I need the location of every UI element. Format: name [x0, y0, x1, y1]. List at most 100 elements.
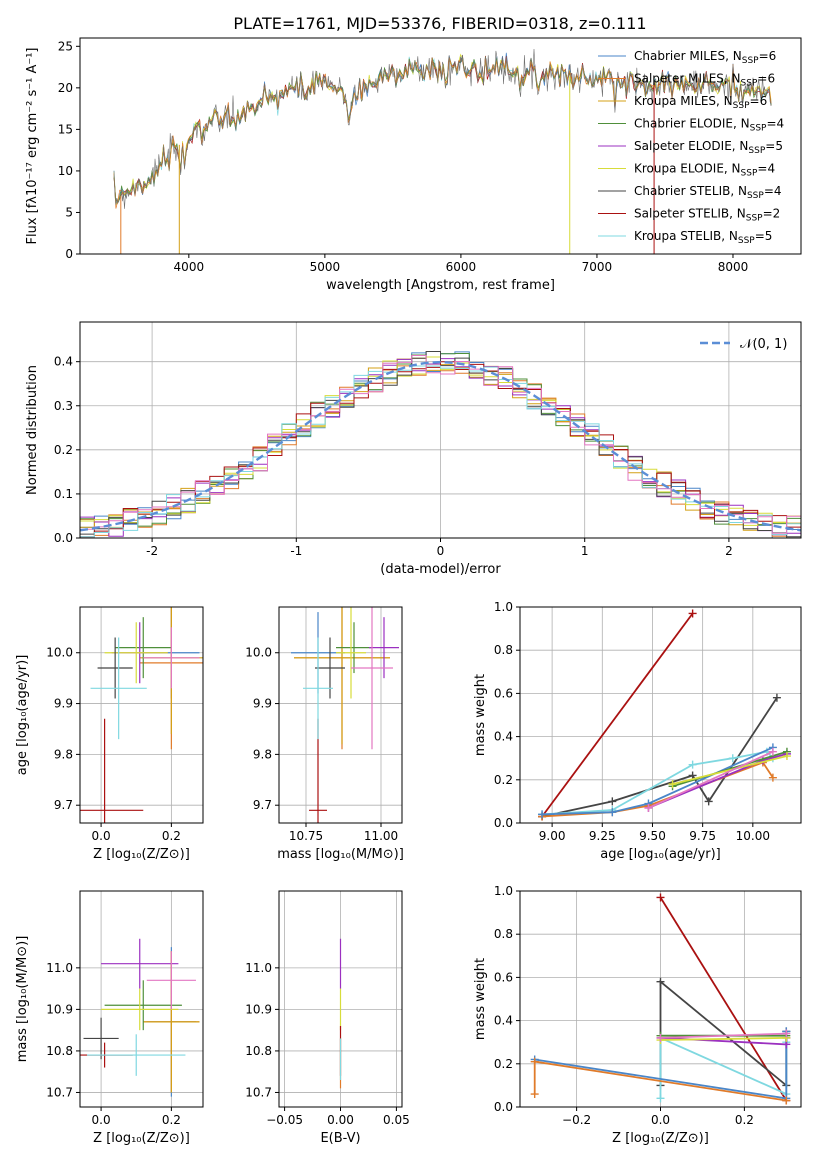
y-tick-label: 9.7	[253, 798, 272, 812]
y-tick-label: 0.6	[494, 686, 513, 700]
y-tick-label: 15	[58, 122, 73, 136]
legend-entry: Salpeter MILES, NSSP=6	[634, 72, 775, 89]
x-axis-label: wavelength [Angstrom, rest frame]	[326, 278, 555, 293]
weight-marker	[782, 1096, 791, 1105]
x-tick-label: 1	[581, 544, 589, 558]
y-tick-label: 0.1	[54, 487, 73, 501]
legend-entry: Chabrier STELIB, NSSP=4	[634, 184, 782, 201]
x-axis-label: Z [log₁₀(Z/Z⊙)]	[93, 847, 190, 862]
weight-marker	[530, 1090, 539, 1099]
x-tick-label: 4000	[174, 260, 205, 274]
weight-marker	[688, 760, 697, 769]
axes-frame	[79, 37, 802, 255]
weight-marker	[644, 803, 653, 812]
weight-series	[660, 1032, 787, 1039]
weight-marker	[768, 747, 777, 756]
weight-marker	[772, 693, 781, 702]
x-tick-label: -2	[146, 544, 158, 558]
y-tick-label: 1.0	[494, 600, 513, 614]
y-tick-label: 0.3	[54, 399, 73, 413]
x-tick-label: 10.00	[736, 829, 770, 843]
y-tick-label: 0.8	[494, 643, 513, 657]
x-tick-label: 9.00	[539, 829, 566, 843]
weight-marker	[608, 808, 617, 817]
legend-entry: Kroupa ELODIE, NSSP=4	[634, 162, 775, 179]
x-axis-label: Z [log₁₀(Z/Z⊙)]	[612, 1131, 709, 1146]
y-axis-label: Flux [fλ10⁻¹⁷ erg cm⁻² s⁻¹ A⁻¹]	[25, 48, 40, 245]
weight-marker	[656, 1033, 665, 1042]
weight-marker	[608, 797, 617, 806]
y-tick-label: 10.8	[245, 1044, 272, 1058]
y-tick-label: 0.0	[54, 531, 73, 545]
x-axis-label: E(B-V)	[320, 1131, 360, 1146]
plot-area	[291, 607, 399, 823]
x-tick-label: 9.50	[639, 829, 666, 843]
panel-age_vs_Z: 0.0 0.2 9.7 9.8 9.9 10.0 Z [log₁₀(Z/Z⊙)] age [l…	[15, 606, 204, 862]
x-tick-label: 0.00	[327, 1113, 354, 1127]
x-axis-label: Z [log₁₀(Z/Z⊙)]	[93, 1131, 190, 1146]
weight-series	[541, 612, 694, 818]
y-axis-label: age [log₁₀(age/yr)]	[15, 655, 30, 776]
x-tick-label: 0.0	[651, 1113, 670, 1127]
legend-entry: Chabrier ELODIE, NSSP=4	[634, 117, 784, 134]
plot-area	[538, 609, 791, 821]
x-tick-label: 0	[437, 544, 445, 558]
x-axis-label: (data-model)/error	[380, 562, 501, 577]
y-tick-label: 10.0	[245, 646, 272, 660]
weight-series	[659, 897, 788, 1101]
y-tick-label: 0.2	[494, 1057, 513, 1071]
x-tick-label: 0.2	[162, 1113, 181, 1127]
y-tick-label: 10.7	[245, 1085, 272, 1099]
weight-marker	[538, 810, 547, 819]
spectrum-legend: Chabrier MILES, NSSP=6 Salpeter MILES, NS…	[598, 49, 784, 246]
panel-mass_vs_ebv: −0.05 0.00 0.05 10.7 10.8 10.9 11.0 E(B-V)	[245, 890, 410, 1146]
x-tick-label: 0.2	[162, 829, 181, 843]
y-tick-label: 10.0	[46, 646, 73, 660]
y-tick-label: 0.8	[494, 927, 513, 941]
y-tick-label: 0.2	[54, 443, 73, 457]
y-tick-label: 20	[58, 81, 73, 95]
y-axis-label: mass weight	[473, 958, 488, 1040]
weight-series	[648, 750, 774, 809]
x-tick-label: 8000	[718, 260, 749, 274]
y-tick-label: 0.4	[494, 1014, 513, 1028]
x-tick-label: -1	[290, 544, 302, 558]
plot-area	[80, 938, 200, 1097]
spectrum-data-line	[113, 48, 772, 209]
y-axis-label: mass weight	[473, 674, 488, 756]
histogram-series	[80, 365, 801, 538]
weight-marker	[782, 1029, 791, 1038]
panel-weight_vs_age: 9.00 9.25 9.50 9.75 10.00 0.0 0.2 0.4 0.6 0.8 1.0 a…	[473, 600, 802, 862]
y-tick-label: 0.0	[494, 816, 513, 830]
y-tick-label: 0.4	[494, 730, 513, 744]
y-tick-label: 11.0	[245, 961, 272, 975]
plot-area	[530, 893, 791, 1105]
x-axis-label: mass [log₁₀(M/M⊙)]	[277, 847, 404, 862]
y-tick-label: 11.0	[46, 961, 73, 975]
y-tick-label: 9.8	[54, 747, 73, 761]
legend-entry: Salpeter STELIB, NSSP=2	[634, 207, 780, 224]
y-tick-label: 0.2	[494, 773, 513, 787]
y-tick-label: 1.0	[494, 884, 513, 898]
x-axis-label: age [log₁₀(age/yr)]	[600, 847, 721, 862]
x-tick-label: 0.0	[92, 829, 111, 843]
panel-weight_vs_Z: −0.2 0.0 0.2 0.0 0.2 0.4 0.6 0.8 1.0 Z [log₁₀(Z/Z…	[473, 884, 802, 1146]
gaussian-curve	[80, 360, 801, 532]
legend-entry: Chabrier MILES, NSSP=6	[634, 49, 776, 66]
x-tick-label: 10.75	[289, 829, 323, 843]
y-tick-label: 10	[58, 164, 73, 178]
histogram-series	[80, 355, 801, 538]
y-tick-label: 0.4	[54, 355, 73, 369]
y-tick-label: 0	[65, 247, 73, 261]
axes-frame	[278, 606, 403, 824]
y-tick-label: 9.7	[54, 798, 73, 812]
axes-frame	[79, 890, 204, 1108]
y-tick-label: 9.9	[253, 697, 272, 711]
y-tick-label: 10.9	[46, 1002, 73, 1016]
axes-frame	[79, 606, 204, 824]
weight-marker	[656, 893, 665, 902]
y-tick-label: 0.0	[494, 1100, 513, 1114]
panel-spectrum: 4000 5000 6000 7000 8000 0 5 10 15 20 25 wavelength…	[25, 37, 802, 293]
x-tick-label: 11.00	[364, 829, 398, 843]
